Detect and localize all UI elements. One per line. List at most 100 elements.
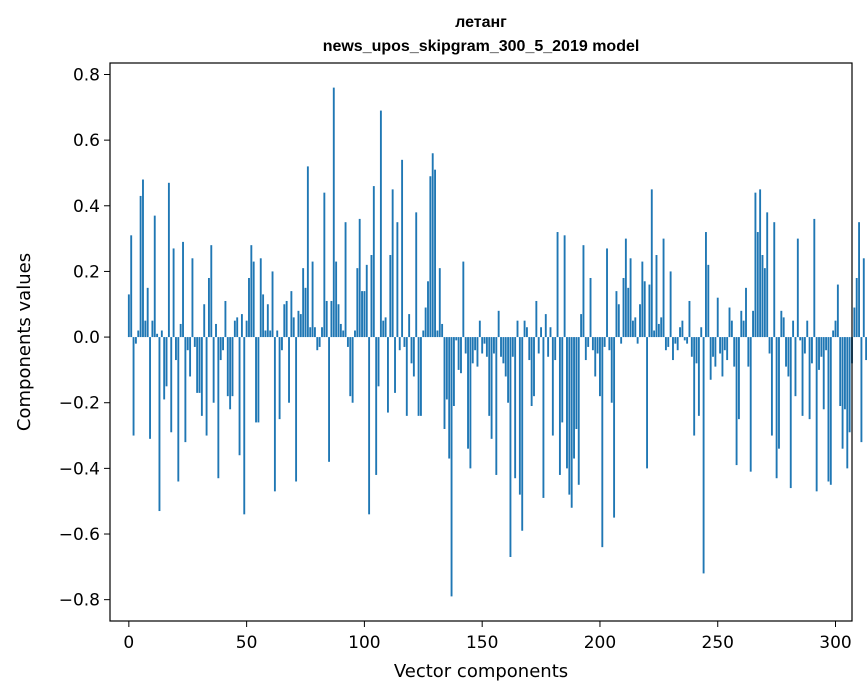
bar <box>226 337 229 397</box>
plot-frame <box>109 62 853 622</box>
bar <box>646 337 648 469</box>
bar <box>144 320 147 338</box>
bar <box>146 287 149 338</box>
bar <box>210 245 213 338</box>
bar <box>740 310 743 338</box>
bar <box>584 337 587 361</box>
bar <box>723 337 726 351</box>
bar <box>375 337 378 475</box>
bar <box>551 337 554 436</box>
bar <box>290 291 293 338</box>
bar <box>681 320 684 338</box>
y-tick-label: −0.2 <box>59 394 100 414</box>
bar <box>405 337 408 416</box>
bar <box>570 337 573 508</box>
bar <box>575 337 578 429</box>
bar <box>127 294 130 338</box>
bar <box>478 320 481 338</box>
bar <box>182 241 184 338</box>
bar <box>853 307 856 338</box>
bar <box>184 337 187 443</box>
bar <box>163 337 166 400</box>
bar <box>683 337 686 341</box>
bar <box>648 284 651 338</box>
bar <box>269 330 272 338</box>
bar <box>354 330 356 338</box>
y-tick-label: 0.0 <box>73 328 100 348</box>
bar <box>408 314 411 338</box>
bar <box>151 320 154 338</box>
bar <box>820 337 823 357</box>
y-tick-label: −0.8 <box>59 591 100 611</box>
bar <box>525 327 528 338</box>
bar <box>688 300 691 338</box>
bar <box>415 212 418 338</box>
bar <box>335 261 338 338</box>
bar <box>690 337 693 357</box>
x-tick-label: 300 <box>819 633 851 653</box>
bar <box>311 261 314 338</box>
bar <box>721 337 724 377</box>
bar <box>587 337 590 347</box>
bar <box>768 337 771 354</box>
bar <box>752 310 754 338</box>
x-tick-label: 0 <box>123 633 134 653</box>
bar <box>351 337 354 403</box>
bar <box>455 337 458 341</box>
bar <box>172 248 175 338</box>
bar <box>398 337 401 351</box>
bar <box>518 337 521 495</box>
bar <box>342 330 345 338</box>
bar <box>365 264 368 338</box>
bar <box>573 337 575 459</box>
bar <box>794 337 797 397</box>
bar <box>452 337 455 407</box>
bar <box>502 337 505 364</box>
bar <box>328 337 330 462</box>
bar <box>339 323 342 338</box>
bar <box>799 337 802 341</box>
bar <box>356 268 359 338</box>
bar <box>222 337 224 351</box>
bar <box>382 320 385 338</box>
bar <box>566 337 568 469</box>
bar <box>273 337 276 492</box>
bar <box>697 337 700 416</box>
x-tick-label: 100 <box>348 633 380 653</box>
bar <box>521 337 524 531</box>
bar <box>460 337 462 374</box>
bar <box>815 337 818 492</box>
bar <box>610 337 613 403</box>
bar <box>829 337 832 485</box>
bar <box>288 337 290 403</box>
bar <box>754 192 757 338</box>
bar <box>549 327 552 338</box>
bar <box>349 337 352 397</box>
bar <box>639 304 641 338</box>
bar <box>674 337 677 344</box>
bar <box>243 337 246 515</box>
bar <box>233 320 236 338</box>
bar <box>627 287 630 338</box>
x-tick-label: 200 <box>584 633 616 653</box>
bar <box>533 337 535 397</box>
bar <box>445 337 448 400</box>
bar <box>321 327 323 338</box>
bar <box>262 294 265 338</box>
bar <box>657 323 660 338</box>
bar <box>467 337 469 449</box>
y-tick-label: 0.4 <box>73 197 100 217</box>
bar <box>358 218 361 338</box>
bar <box>839 337 842 407</box>
bar <box>193 337 196 347</box>
y-tick-label: 0.6 <box>73 131 100 151</box>
bar <box>462 261 465 338</box>
bar <box>304 287 307 338</box>
bar <box>528 337 531 361</box>
bar <box>747 337 750 367</box>
bar <box>827 337 830 482</box>
bar <box>620 337 623 344</box>
bar <box>495 337 498 475</box>
bar <box>438 268 441 338</box>
